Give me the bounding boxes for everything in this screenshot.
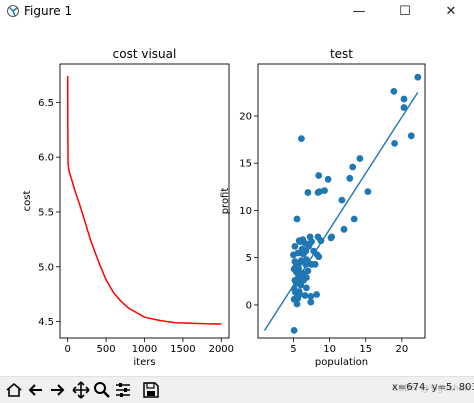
data-point xyxy=(305,241,313,248)
data-point xyxy=(293,300,301,308)
fit-line xyxy=(263,91,419,331)
x-axis-label: iters xyxy=(133,357,155,368)
data-point xyxy=(296,276,304,283)
y-tick-label: 5.0 xyxy=(38,262,54,273)
x-tick-label: 15 xyxy=(359,344,372,355)
back-arrow-icon xyxy=(28,384,42,396)
matplotlib-icon xyxy=(7,5,19,17)
test-axes: test 5 10 15 20 0 5 10 15 20 population profit xyxy=(220,47,426,368)
data-point xyxy=(350,215,358,223)
data-point xyxy=(317,237,325,245)
data-point xyxy=(290,285,298,293)
close-button[interactable]: ✕ xyxy=(445,4,457,19)
y-tick-label: 5 xyxy=(246,253,252,264)
back-button[interactable] xyxy=(25,379,47,401)
y-tick-label: 6.5 xyxy=(38,98,54,109)
data-point xyxy=(390,88,398,95)
data-point xyxy=(324,175,332,183)
home-button[interactable] xyxy=(3,379,25,401)
data-point xyxy=(307,298,315,306)
y-tick-label: 0 xyxy=(246,300,252,311)
y-tick-label: 5.5 xyxy=(38,207,54,218)
y-tick-label: 20 xyxy=(239,111,252,122)
y-axis-label: cost xyxy=(22,191,33,212)
data-point xyxy=(356,155,364,162)
x-tick-label: 10 xyxy=(323,344,336,355)
x-axis-label: population xyxy=(315,357,368,368)
data-point xyxy=(407,132,415,140)
window-title: Figure 1 xyxy=(24,4,73,18)
data-point xyxy=(400,95,408,103)
y-tick-label: 10 xyxy=(239,206,252,217)
data-point xyxy=(307,293,315,300)
data-point xyxy=(313,291,320,298)
data-point xyxy=(304,189,312,196)
zoom-button[interactable] xyxy=(91,379,113,401)
data-point xyxy=(315,253,323,261)
axes-title: cost visual xyxy=(113,47,177,61)
watermark-text: CSDN @Yigashak xyxy=(392,384,470,394)
axes-frame xyxy=(59,63,230,339)
pan-button[interactable] xyxy=(70,379,92,401)
data-point xyxy=(290,327,298,334)
figure-svg: cost visual 0 500 1000 1500 2000 4.5 5.0 5.5 6.0 6… xyxy=(22,47,426,368)
x-tick-label: 2000 xyxy=(209,344,234,355)
forward-arrow-icon xyxy=(51,384,65,396)
y-tick-label: 15 xyxy=(239,159,252,170)
data-point xyxy=(298,257,305,264)
data-point xyxy=(321,187,328,195)
data-point xyxy=(293,215,301,223)
data-point xyxy=(297,269,305,277)
data-point xyxy=(414,73,422,81)
data-point xyxy=(303,284,310,292)
cursor-coordinates: x=674. y=5. 803 xyxy=(392,382,474,393)
cost-series-line xyxy=(66,76,222,325)
x-tick-label: 0 xyxy=(64,344,70,355)
axes-frame xyxy=(257,63,426,339)
forward-button[interactable] xyxy=(46,379,68,401)
home-icon xyxy=(6,382,22,397)
minimize-button[interactable]: — xyxy=(352,4,366,19)
data-point xyxy=(364,188,372,196)
data-point xyxy=(349,163,357,171)
data-point xyxy=(328,233,336,241)
figure-canvas[interactable]: cost visual 0 500 1000 1500 2000 4.5 5.0 5.5 6.0 6… xyxy=(0,24,474,376)
data-point xyxy=(298,135,305,142)
y-tick-label: 4.5 xyxy=(38,317,54,328)
data-point xyxy=(296,238,304,246)
cost-visual-axes: cost visual 0 500 1000 1500 2000 4.5 5.0 5.5 6.0 6… xyxy=(22,47,234,368)
data-point xyxy=(346,174,354,182)
x-tick-label: 500 xyxy=(97,344,116,355)
zoom-icon xyxy=(94,382,110,398)
x-tick-label: 1500 xyxy=(170,344,195,355)
data-point xyxy=(299,246,307,254)
x-tick-label: 5 xyxy=(290,344,296,355)
data-point xyxy=(338,196,346,204)
x-tick-label: 1000 xyxy=(132,344,157,355)
navigation-toolbar xyxy=(0,376,474,403)
data-point xyxy=(400,104,408,111)
pan-icon xyxy=(72,381,90,399)
data-point xyxy=(311,260,319,268)
window-titlebar: Figure 1 — ☐ ✕ xyxy=(0,0,474,24)
save-button[interactable] xyxy=(140,379,162,401)
data-point xyxy=(340,225,348,233)
data-point xyxy=(294,249,302,257)
y-axis-label: profit xyxy=(220,188,231,215)
data-point xyxy=(291,258,299,265)
data-point xyxy=(295,291,303,298)
data-point xyxy=(304,267,312,275)
data-point xyxy=(301,292,309,299)
data-point xyxy=(391,140,398,147)
maximize-button[interactable]: ☐ xyxy=(399,4,411,19)
axes-title: test xyxy=(330,47,353,61)
configure-subplots-button[interactable] xyxy=(112,379,134,401)
data-point xyxy=(315,172,323,179)
x-tick-label: 20 xyxy=(395,344,408,355)
data-point xyxy=(291,243,299,250)
save-icon xyxy=(143,382,159,398)
configure-subplots-icon xyxy=(116,383,130,397)
y-tick-label: 6.0 xyxy=(38,153,54,164)
